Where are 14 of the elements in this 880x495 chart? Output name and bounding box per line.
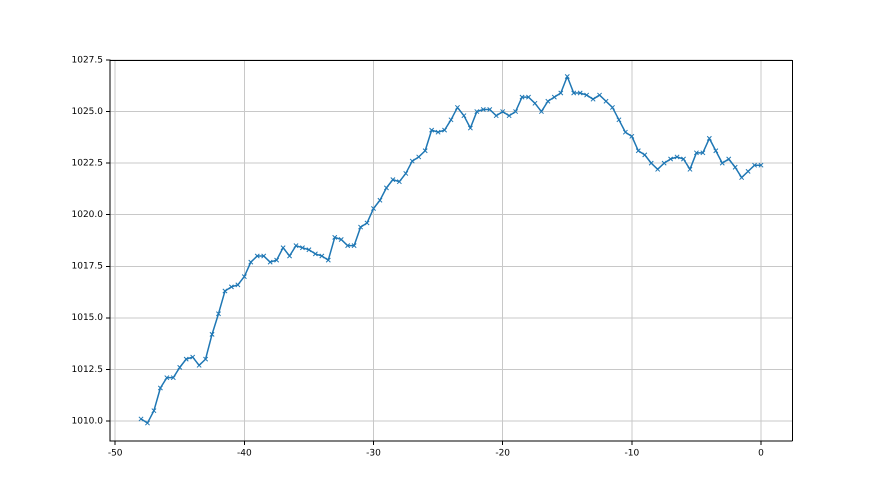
x-tick-label: -50 xyxy=(108,448,123,459)
x-tick-label: -40 xyxy=(236,448,252,459)
y-tick-label: 1010.0 xyxy=(72,416,104,426)
y-tick-label: 1015.0 xyxy=(72,313,104,324)
y-tick-label: 1027.5 xyxy=(72,55,103,66)
y-tick-label: 1025.0 xyxy=(72,106,104,117)
x-tick-label: -30 xyxy=(366,448,382,459)
y-tick-label: 1017.5 xyxy=(72,262,103,272)
x-tick-label: -20 xyxy=(495,448,510,459)
y-tick-label: 1012.5 xyxy=(72,364,103,375)
y-tick-label: 1022.5 xyxy=(72,158,103,168)
x-tick-label: -10 xyxy=(624,448,640,459)
x-tick-label: 0 xyxy=(758,448,764,459)
y-tick-label: 1020.0 xyxy=(72,210,104,220)
